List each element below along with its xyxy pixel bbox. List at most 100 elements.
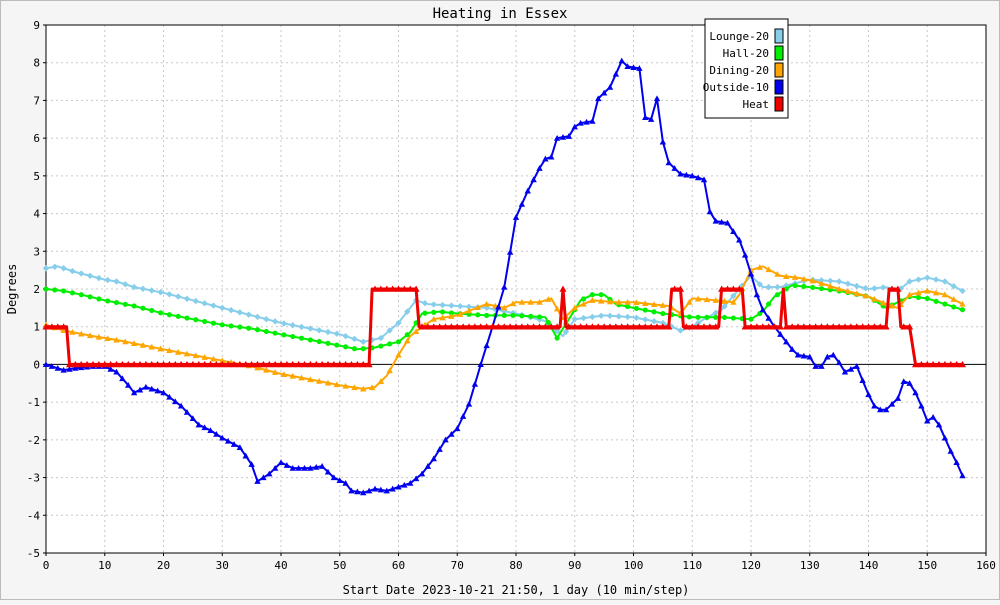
data-point-marker: [442, 436, 449, 443]
data-point-marker: [794, 351, 802, 358]
data-point-marker: [929, 414, 937, 420]
data-point-marker: [736, 236, 743, 243]
data-point-marker: [160, 389, 167, 396]
data-point-marker: [290, 333, 296, 340]
data-point-marker: [271, 318, 279, 325]
data-point-marker: [912, 389, 919, 396]
data-point-marker: [139, 342, 147, 348]
data-point-marker: [383, 285, 391, 292]
data-point-marker: [360, 346, 366, 352]
data-point-marker: [107, 365, 114, 372]
data-point-marker: [395, 285, 402, 292]
data-point-marker: [724, 285, 731, 292]
data-point-marker: [959, 307, 966, 313]
data-point-marker: [871, 285, 878, 292]
data-point-marker: [201, 424, 208, 431]
y-tick-label: 3: [33, 245, 40, 258]
legend-label-lounge-20: Lounge-20: [709, 30, 769, 43]
y-tick-label: -4: [27, 509, 41, 522]
data-point-marker: [404, 332, 410, 338]
data-point-marker: [747, 270, 755, 277]
data-point-marker: [865, 323, 872, 330]
data-point-marker: [748, 316, 754, 322]
data-point-marker: [122, 281, 129, 288]
data-point-marker: [635, 323, 643, 330]
data-point-marker: [595, 95, 602, 102]
data-point-marker: [51, 263, 59, 271]
data-point-marker: [942, 301, 948, 307]
data-point-marker: [260, 474, 267, 481]
data-point-marker: [60, 366, 67, 373]
data-point-marker: [835, 359, 843, 366]
data-point-marker: [136, 386, 144, 393]
data-point-marker: [171, 360, 179, 368]
data-point-marker: [465, 307, 473, 314]
data-point-marker: [630, 323, 637, 330]
data-point-marker: [660, 310, 666, 317]
x-tick-label: 20: [157, 559, 170, 572]
data-point-marker: [530, 323, 538, 330]
data-point-marker: [418, 470, 426, 477]
data-point-marker: [589, 297, 596, 303]
data-point-marker: [918, 402, 925, 409]
data-point-marker: [430, 323, 438, 330]
data-point-marker: [89, 360, 97, 368]
data-point-marker: [166, 347, 173, 354]
data-point-marker: [236, 360, 244, 368]
data-point-marker: [307, 325, 314, 332]
data-point-marker: [412, 475, 420, 482]
data-point-marker: [113, 300, 120, 306]
data-point-marker: [104, 276, 111, 284]
data-point-marker: [342, 480, 349, 486]
data-point-marker: [401, 481, 408, 488]
series-outside-10: [42, 57, 966, 496]
data-point-marker: [598, 292, 604, 298]
data-point-marker: [571, 123, 578, 130]
data-point-marker: [694, 319, 702, 327]
data-point-marker: [139, 285, 147, 293]
data-point-marker: [386, 327, 393, 334]
data-point-marker: [377, 285, 385, 292]
data-point-marker: [589, 117, 596, 124]
data-point-marker: [713, 314, 719, 320]
data-point-marker: [571, 304, 578, 311]
data-point-marker: [624, 299, 631, 305]
data-point-marker: [917, 360, 925, 368]
data-point-marker: [307, 376, 314, 383]
data-point-marker: [501, 283, 508, 290]
data-point-marker: [724, 219, 731, 226]
data-point-marker: [653, 95, 661, 102]
data-point-marker: [266, 470, 273, 477]
data-point-marker: [334, 342, 340, 348]
data-point-marker: [941, 278, 949, 285]
legend-swatch-outside-10: [774, 79, 784, 95]
data-point-marker: [254, 313, 261, 321]
data-point-marker: [404, 337, 411, 344]
data-point-marker: [219, 322, 225, 328]
data-point-marker: [553, 134, 561, 141]
data-point-marker: [877, 406, 884, 413]
data-point-marker: [818, 280, 825, 286]
data-point-marker: [906, 380, 913, 386]
data-point-marker: [283, 462, 291, 468]
data-point-marker: [718, 218, 725, 225]
x-tick-label: 0: [43, 559, 50, 572]
data-point-marker: [545, 296, 552, 302]
data-point-marker: [900, 323, 908, 330]
data-point-marker: [859, 323, 867, 330]
data-point-marker: [378, 343, 384, 349]
data-point-marker: [636, 65, 643, 71]
data-point-marker: [624, 63, 631, 70]
data-point-marker: [915, 276, 922, 283]
data-point-marker: [324, 379, 332, 386]
data-point-marker: [60, 265, 67, 272]
data-point-marker: [130, 360, 138, 368]
data-point-marker: [548, 153, 555, 160]
data-point-marker: [124, 360, 132, 368]
data-point-marker: [588, 323, 596, 330]
data-point-marker: [888, 285, 896, 292]
data-point-marker: [395, 351, 402, 358]
data-point-marker: [95, 360, 103, 368]
data-point-marker: [318, 463, 326, 469]
data-point-marker: [295, 464, 302, 471]
